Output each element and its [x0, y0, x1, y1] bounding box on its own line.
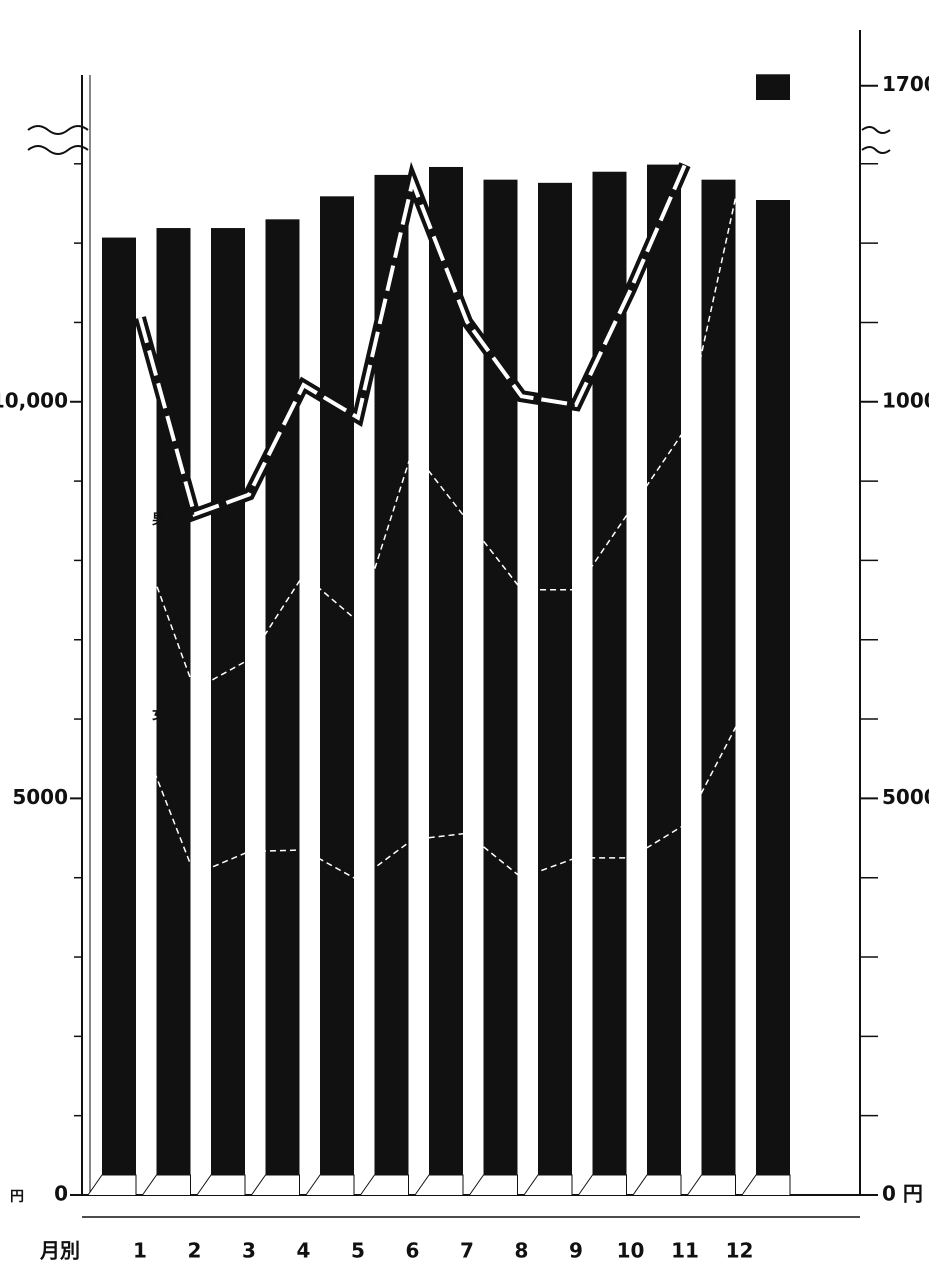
bar	[647, 164, 681, 1176]
series-label: 男	[152, 512, 166, 528]
x-tick-label: 6	[406, 1239, 420, 1263]
x-tick-label: 9	[569, 1239, 583, 1263]
x-axis-label: 月別	[39, 1239, 80, 1263]
y2-tick-label: 10000	[882, 388, 929, 412]
axis-break	[27, 125, 89, 135]
bar-base	[523, 1174, 573, 1196]
bar-base	[632, 1174, 682, 1196]
bar	[102, 237, 136, 1175]
bar-base	[414, 1174, 464, 1196]
bar	[156, 228, 191, 1175]
bar	[756, 74, 790, 1175]
line-total-inner	[138, 163, 687, 518]
y2-tick-label: 17000	[882, 72, 929, 96]
bar	[483, 179, 518, 1176]
line-series	[139, 719, 741, 881]
axis-break	[861, 146, 891, 154]
bar	[211, 228, 245, 1175]
y-tick-label: 0	[54, 1182, 68, 1206]
x-tick-label: 11	[671, 1239, 699, 1263]
y-tick-label: 5000	[12, 785, 68, 809]
bar-base	[469, 1174, 518, 1196]
x-tick-label: 10	[617, 1239, 645, 1263]
line-series	[139, 179, 741, 691]
y2-tick-label: 5000	[882, 785, 929, 809]
bar-base	[251, 1174, 300, 1196]
axis-break	[27, 145, 89, 155]
bar-base	[578, 1174, 627, 1196]
bar-base	[741, 1174, 791, 1196]
y-unit: 円	[10, 1189, 24, 1205]
x-tick-label: 8	[515, 1239, 529, 1263]
x-tick-label: 12	[726, 1239, 754, 1263]
y2-tick-label: 0 円	[882, 1182, 923, 1206]
bar-base	[196, 1174, 246, 1196]
axis-break-gap	[754, 100, 792, 200]
x-tick-label: 1	[133, 1239, 147, 1263]
bar-base	[87, 1174, 137, 1196]
bar-base	[142, 1174, 191, 1196]
bar-base	[360, 1174, 409, 1196]
x-tick-label: 4	[297, 1239, 311, 1263]
x-tick-label: 7	[460, 1239, 474, 1263]
y-tick-label: 10,000	[0, 388, 68, 412]
bar-base	[687, 1174, 736, 1196]
x-tick-label: 2	[188, 1239, 202, 1263]
bar	[320, 196, 354, 1175]
series-label: 女	[152, 706, 166, 723]
axis-break	[861, 126, 891, 134]
bar	[265, 219, 300, 1175]
x-tick-label: 3	[242, 1239, 256, 1263]
bar	[701, 179, 736, 1176]
bar	[429, 166, 463, 1176]
bar-base	[305, 1174, 355, 1196]
x-tick-label: 5	[351, 1239, 365, 1263]
bar	[538, 182, 572, 1175]
